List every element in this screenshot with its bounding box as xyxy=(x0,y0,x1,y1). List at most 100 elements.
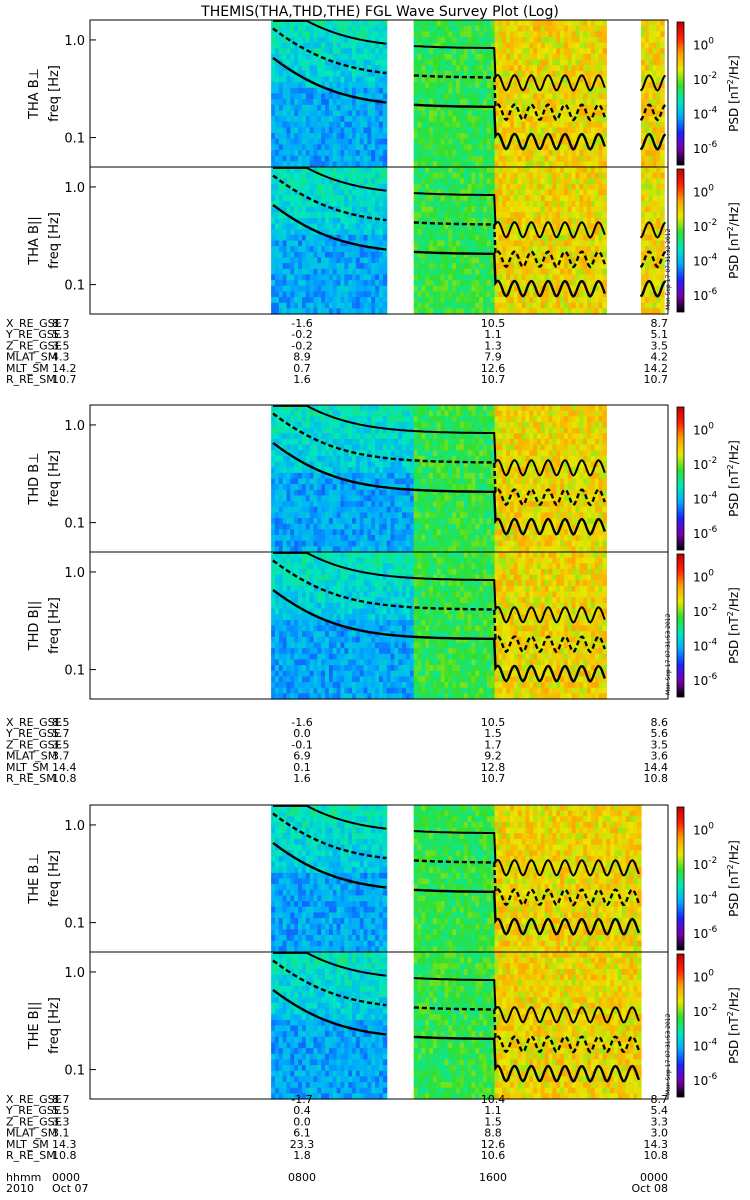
spectrogram-cell xyxy=(510,212,515,219)
spectrogram-cell xyxy=(325,25,330,32)
spectrogram-cell xyxy=(417,200,422,208)
spectrogram-cell xyxy=(556,302,561,309)
spectrogram-cell xyxy=(321,467,326,474)
spectrogram-cell xyxy=(278,161,284,168)
spectrogram-cell xyxy=(498,167,503,174)
spectrogram-cell xyxy=(313,546,318,553)
spectrogram-cell xyxy=(602,285,607,292)
spectrogram-cell xyxy=(463,48,469,55)
spectrogram-cell xyxy=(521,20,527,27)
spectrogram-cell xyxy=(298,183,303,191)
spectrogram-cell xyxy=(301,268,307,276)
spectrogram-cell xyxy=(456,274,461,281)
spectrogram-cell xyxy=(475,274,480,281)
spectrogram-cell xyxy=(294,506,299,514)
spectrogram-cell xyxy=(274,489,280,497)
spectrogram-cell xyxy=(367,110,372,117)
spectrogram-cell xyxy=(271,484,276,491)
spectrogram-cell xyxy=(483,263,488,270)
spectrogram-cell xyxy=(294,59,299,66)
spectrogram-cell xyxy=(309,438,315,446)
spectrogram-cell xyxy=(563,87,569,95)
spectrogram-cell xyxy=(540,268,546,276)
spectrogram-cell xyxy=(594,308,600,315)
spectrogram-cell xyxy=(579,234,584,242)
spectrogram-cell xyxy=(513,87,519,95)
spectrogram-cell xyxy=(379,302,384,309)
spectrogram-cell xyxy=(432,257,438,264)
spectrogram-cell xyxy=(301,155,307,162)
spectrogram-cell xyxy=(382,257,388,264)
spectrogram-cell xyxy=(525,155,530,162)
spectrogram-cell xyxy=(286,20,291,27)
spectrogram-cell xyxy=(344,138,349,145)
spectrogram-cell xyxy=(540,240,546,247)
spectrogram-cell xyxy=(336,99,342,106)
spectrogram-cell xyxy=(417,104,422,112)
spectrogram-cell xyxy=(498,263,503,270)
spectrogram-cell xyxy=(641,285,646,292)
spectrogram-cell xyxy=(533,257,538,264)
spectrogram-cell xyxy=(313,229,318,236)
spectrogram-cell xyxy=(579,150,584,157)
spectrogram-cell xyxy=(359,36,365,44)
spectrogram-cell xyxy=(656,308,661,315)
spectrogram-cell xyxy=(298,31,303,38)
spectrogram-cell xyxy=(425,138,430,145)
spectrogram-cell xyxy=(521,263,527,270)
spectrogram-cell xyxy=(648,195,654,202)
spectrogram-cell xyxy=(510,178,515,185)
spectrogram-cell xyxy=(286,229,291,236)
spectrogram-cell xyxy=(417,138,422,145)
spectrogram-cell xyxy=(571,217,577,225)
spectrogram-cell xyxy=(325,93,330,100)
spectrogram-cell xyxy=(456,116,461,123)
spectrogram-cell xyxy=(540,297,546,304)
spectrogram-cell xyxy=(429,240,434,247)
orbit-value: 10.7 xyxy=(481,373,506,386)
spectrogram-cell xyxy=(475,302,480,309)
spectrogram-cell xyxy=(575,263,580,270)
spectrogram-cell xyxy=(536,65,542,72)
spectrogram-cell xyxy=(290,59,295,66)
spectrogram-cell xyxy=(355,268,361,276)
spectrogram-cell xyxy=(583,172,588,179)
spectrogram-cell xyxy=(498,36,503,44)
spectrogram-cell xyxy=(533,25,538,32)
spectrogram-cell xyxy=(571,302,577,309)
spectrogram-cell xyxy=(321,212,326,219)
spectrogram-cell xyxy=(498,297,503,304)
spectrogram-cell xyxy=(340,161,345,168)
spectrogram-cell xyxy=(513,104,519,112)
spectrogram-cell xyxy=(271,167,276,174)
spectrogram-cell xyxy=(502,31,507,38)
spectrogram-cell xyxy=(290,410,295,417)
spectrogram-cell xyxy=(274,461,280,468)
spectrogram-cell xyxy=(294,133,299,140)
spectrogram-cell xyxy=(328,450,334,457)
spectrogram-cell xyxy=(325,421,330,429)
spectrogram-cell xyxy=(471,183,476,191)
spectrogram-cell xyxy=(344,48,349,55)
spectrogram-cell xyxy=(432,178,438,185)
spectrogram-cell xyxy=(432,195,438,202)
spectrogram-cell xyxy=(544,206,550,213)
spectrogram-cell xyxy=(363,234,369,242)
spectrogram-cell xyxy=(548,144,553,151)
spectrogram-cell xyxy=(517,127,523,134)
spectrogram-cell xyxy=(340,240,345,247)
spectrogram-cell xyxy=(510,200,515,208)
spectrogram-cell xyxy=(475,178,480,185)
spectrogram-cell xyxy=(336,87,342,95)
spectrogram-cell xyxy=(456,257,461,264)
spectrogram-cell xyxy=(490,99,496,106)
spectrogram-cell xyxy=(278,200,284,208)
spectrogram-cell xyxy=(533,178,538,185)
spectrogram-cell xyxy=(298,450,303,457)
spectrogram-cell xyxy=(328,183,334,191)
spectrogram-cell xyxy=(533,212,538,219)
spectrogram-cell xyxy=(529,223,534,230)
spectrogram-cell xyxy=(548,274,553,281)
spectrogram-cell xyxy=(475,257,480,264)
spectrogram-cell xyxy=(448,76,453,83)
